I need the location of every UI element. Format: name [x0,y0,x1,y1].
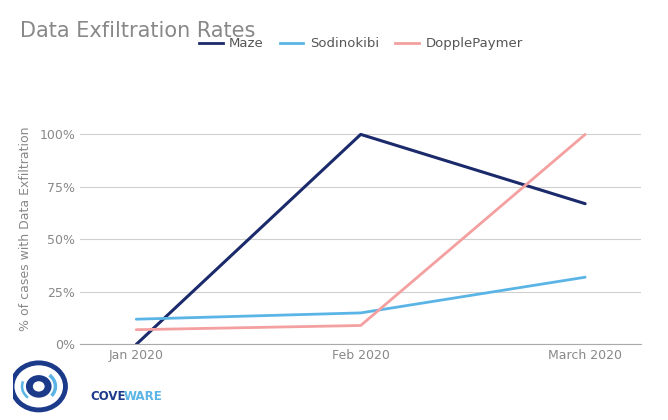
Circle shape [33,381,45,391]
Text: WARE: WARE [124,391,162,403]
Circle shape [26,375,51,398]
Y-axis label: % of cases with Data Exfiltration: % of cases with Data Exfiltration [19,127,33,331]
Text: Data Exfiltration Rates: Data Exfiltration Rates [20,21,255,41]
Legend: Maze, Sodinokibi, DopplePaymer: Maze, Sodinokibi, DopplePaymer [194,32,528,56]
Text: COVE: COVE [90,391,126,403]
Circle shape [19,370,58,403]
